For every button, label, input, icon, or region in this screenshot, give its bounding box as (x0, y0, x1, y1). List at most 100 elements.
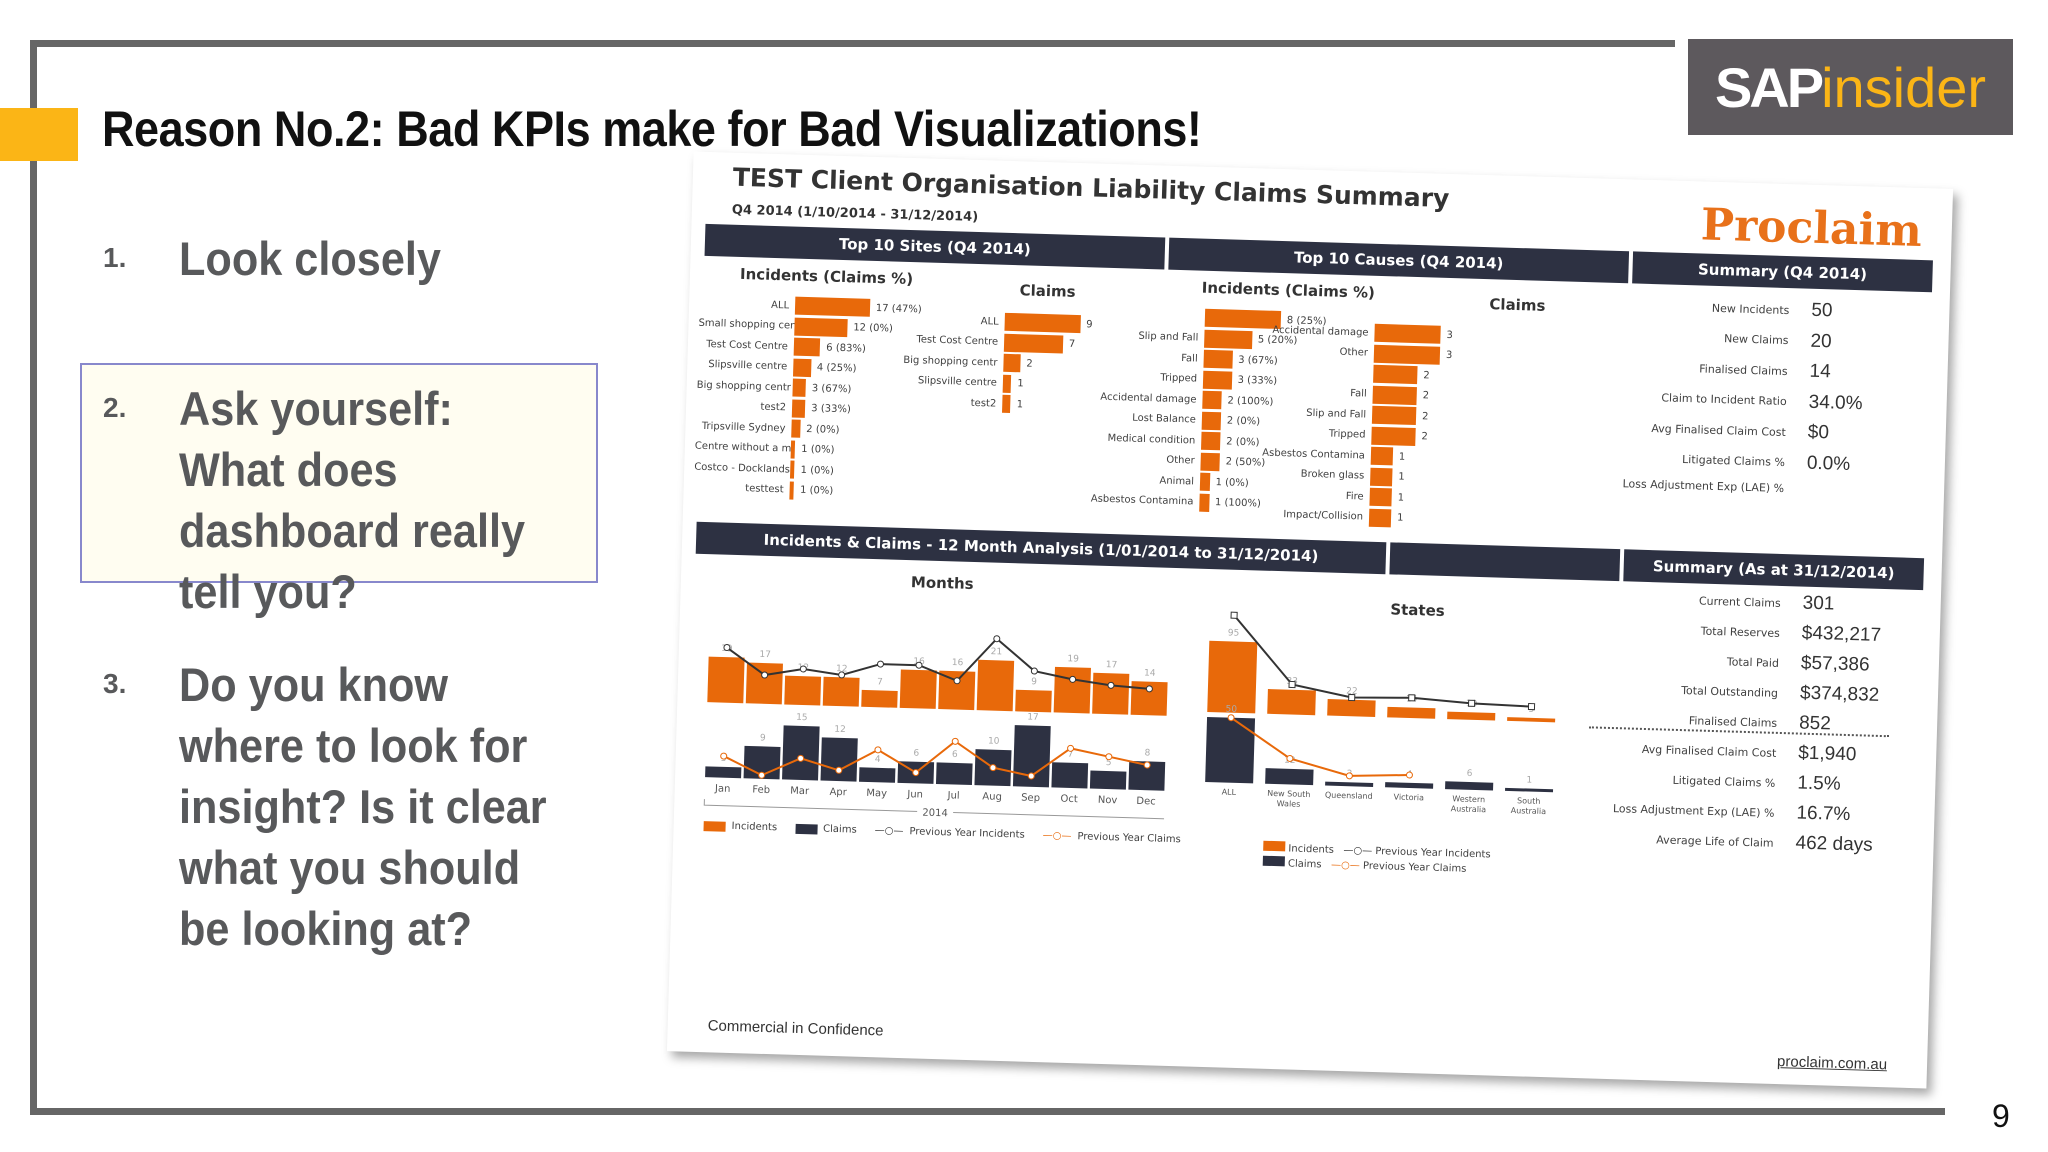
bullet-item-1: 1. Look closely (100, 228, 600, 289)
summary-label: New Claims (1723, 332, 1789, 348)
bar (1373, 364, 1418, 385)
bar-value: 3 (67%) (811, 382, 852, 395)
bullet-number: 3. (103, 668, 127, 699)
bar (1201, 411, 1222, 430)
bar-label: Tripped (1160, 372, 1198, 385)
svg-text:50: 50 (1225, 705, 1237, 715)
slide-frame-bottom (30, 1108, 1945, 1115)
svg-text:21: 21 (991, 647, 1003, 657)
svg-text:ALL: ALL (1222, 787, 1237, 796)
svg-text:South: South (1517, 796, 1541, 806)
svg-text:Australia: Australia (1511, 806, 1547, 816)
summary-row: Avg Finalised Claim Cost $0 (1616, 416, 1830, 444)
summary-label: Avg Finalised Claim Cost (1641, 742, 1777, 760)
bar (1369, 487, 1392, 507)
proclaim-link[interactable]: proclaim.com.au (1776, 1053, 1888, 1074)
bar (1003, 353, 1021, 373)
bar-value: 1 (1397, 492, 1405, 504)
bar-value: 3 (1446, 329, 1454, 341)
svg-text:6: 6 (952, 750, 958, 760)
bar-label: Fire (1345, 490, 1364, 503)
bullet-number: 1. (103, 242, 127, 273)
bar-value: 7 (1068, 338, 1076, 350)
svg-text:17: 17 (759, 650, 771, 660)
summary-label: Average Life of Claim (1656, 832, 1774, 850)
bar-label: Animal (1159, 474, 1195, 487)
summary-label: Litigated Claims % (1672, 773, 1776, 790)
bar (1199, 472, 1210, 491)
svg-text:Oct: Oct (1060, 794, 1078, 806)
bar-value: 1 (1016, 398, 1024, 410)
summary-label: Claim to Incident Ratio (1661, 391, 1787, 409)
summary-value: $57,386 (1800, 652, 1870, 676)
page-number: 9 (1992, 1098, 2010, 1134)
summary-row: Litigated Claims % 0.0% (1615, 446, 1851, 475)
legend-incidents-swatch (703, 820, 726, 832)
bar-value: 2 (0%) (806, 423, 840, 436)
summary-label: Avg Finalised Claim Cost (1651, 421, 1786, 439)
summary-value: 50 (1811, 299, 1833, 322)
states-legend: Incidents —○— Previous Year Incidents Cl… (1262, 840, 1491, 876)
dashboard: TEST Client Organisation Liability Claim… (666, 151, 1954, 1089)
bar-value: 1 (1396, 512, 1404, 524)
bar-label: Lost Balance (1132, 412, 1197, 426)
bar-label: Tripsville Sydney (701, 420, 786, 434)
bar (1002, 374, 1012, 393)
summary-year-header: Summary (As at 31/12/2014) (1623, 549, 1925, 591)
legend-label: Claims (822, 823, 857, 836)
legend-label: Incidents (1288, 843, 1335, 856)
bar (1202, 390, 1222, 410)
bar-value: 1 (0%) (800, 464, 834, 477)
svg-text:4: 4 (875, 755, 881, 765)
summary-row: Finalised Claims 14 (1617, 355, 1831, 383)
svg-text:Sep: Sep (1021, 793, 1040, 805)
bar-value: 6 (83%) (826, 342, 866, 355)
bar-value: 2 (0%) (1226, 435, 1260, 448)
bar-label: Centre without a m (694, 440, 792, 455)
legend-label: Incidents (731, 820, 778, 834)
bar-row: testtest 1 (0%) (693, 476, 833, 502)
summary-value: 1.5% (1797, 772, 1841, 795)
summary-value: 34.0% (1808, 391, 1863, 414)
bar-label: Slip and Fall (1138, 330, 1199, 344)
bar-label: Asbestos Contamina (1090, 493, 1194, 508)
logo-sap-text: SAP (1714, 55, 1824, 119)
logo-insider-text: insider (1821, 55, 1987, 119)
svg-text:7: 7 (877, 677, 883, 687)
dashboard-screenshot: TEST Client Organisation Liability Claim… (666, 151, 1954, 1089)
bar-label: Big shopping centr (696, 379, 792, 393)
bullet-item-3: 3. Do you know where to look for insight… (100, 654, 600, 959)
summary-value: 462 days (1795, 832, 1874, 856)
summary-row: Finalised Claims 852 (1607, 707, 1832, 736)
summary-row: Total Reserves $432,217 (1610, 617, 1882, 647)
bar (794, 296, 871, 317)
svg-text:8: 8 (1144, 748, 1150, 758)
summary-value: 852 (1798, 712, 1832, 735)
bar-row: test2 1 (886, 389, 1023, 415)
bar (1374, 323, 1441, 344)
svg-text:14: 14 (1144, 669, 1156, 679)
bar (793, 337, 821, 357)
bar-label: Fall (1350, 388, 1367, 400)
bar-value: 2 (1026, 357, 1033, 370)
summary-row: Loss Adjustment Exp (LAE) % (1614, 477, 1806, 496)
bar-label: Broken glass (1300, 468, 1365, 482)
bullet-text: Ask yourself: What does dashboard really… (179, 382, 526, 618)
bar-label: Costco - Docklands (694, 461, 791, 476)
bar-value: 1 (0%) (1215, 476, 1249, 489)
bar (1003, 333, 1064, 354)
svg-text:Jul: Jul (946, 790, 959, 801)
bar-label: Other (1339, 346, 1369, 359)
bar-label: ALL (980, 315, 999, 328)
summary-value: $0 (1807, 421, 1830, 444)
summary-row: New Claims 20 (1618, 325, 1832, 353)
svg-text:6: 6 (913, 749, 919, 759)
bar (1370, 446, 1394, 466)
summary-label: Total Reserves (1700, 624, 1781, 640)
svg-text:Feb: Feb (752, 785, 770, 797)
svg-text:9: 9 (760, 733, 766, 743)
bar-value: 1 (1398, 471, 1405, 483)
slide-frame-left (30, 40, 37, 1115)
summary-label: Current Claims (1698, 594, 1781, 610)
bar-label: Test Cost Centre (706, 338, 789, 352)
